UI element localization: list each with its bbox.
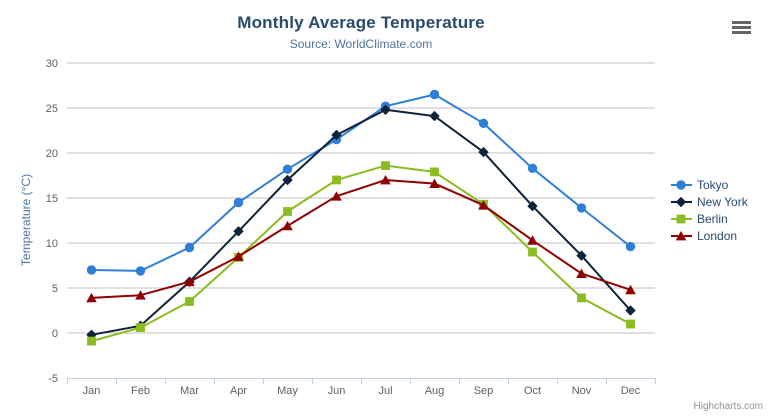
svg-text:Mar: Mar: [180, 385, 199, 397]
y-axis-title: Temperature (°C): [19, 173, 33, 267]
hamburger-icon: [732, 21, 751, 24]
tokyo-circle-marker-icon: [671, 179, 692, 190]
svg-text:May: May: [277, 385, 298, 397]
svg-text:Sep: Sep: [474, 385, 494, 397]
series-london: [86, 175, 636, 303]
hamburger-icon: [732, 26, 751, 29]
legend-item-new-york[interactable]: New York: [671, 193, 748, 210]
legend-label-london: London: [697, 228, 738, 243]
svg-text:Aug: Aug: [425, 385, 445, 397]
series-tokyo: [86, 89, 636, 276]
svg-text:0: 0: [52, 328, 58, 340]
series-new-york: [86, 104, 636, 340]
svg-text:Apr: Apr: [230, 385, 247, 397]
chart-title: Monthly Average Temperature: [237, 13, 485, 32]
svg-text:Dec: Dec: [621, 385, 641, 397]
svg-text:10: 10: [46, 238, 58, 250]
svg-text:-5: -5: [48, 373, 58, 385]
svg-text:25: 25: [46, 103, 58, 115]
svg-text:Jul: Jul: [378, 385, 392, 397]
legend-item-berlin[interactable]: Berlin: [671, 210, 748, 227]
hamburger-icon: [732, 31, 751, 34]
svg-text:Nov: Nov: [572, 385, 592, 397]
legend-item-london[interactable]: London: [671, 227, 748, 244]
svg-text:Jan: Jan: [83, 385, 101, 397]
berlin-square-marker-icon: [671, 214, 692, 223]
legend-label-tokyo: Tokyo: [697, 177, 729, 192]
chart-subtitle: Source: WorldClimate.com: [289, 37, 433, 51]
svg-text:20: 20: [46, 148, 58, 160]
svg-text:Jun: Jun: [328, 385, 346, 397]
legend-label-new-york: New York: [697, 194, 748, 209]
export-menu-button[interactable]: [732, 21, 751, 34]
legend-label-berlin: Berlin: [697, 211, 728, 226]
new-york-diamond-marker-icon: [671, 196, 692, 207]
svg-text:Feb: Feb: [131, 385, 150, 397]
svg-text:30: 30: [46, 58, 58, 70]
london-triangle-marker-icon: [671, 230, 692, 240]
credits-link[interactable]: Highcharts.com: [693, 401, 763, 412]
svg-text:Oct: Oct: [524, 385, 541, 397]
svg-text:5: 5: [52, 283, 58, 295]
svg-text:15: 15: [46, 193, 58, 205]
legend: Tokyo New York Berlin London: [671, 176, 748, 244]
legend-item-tokyo[interactable]: Tokyo: [671, 176, 748, 193]
